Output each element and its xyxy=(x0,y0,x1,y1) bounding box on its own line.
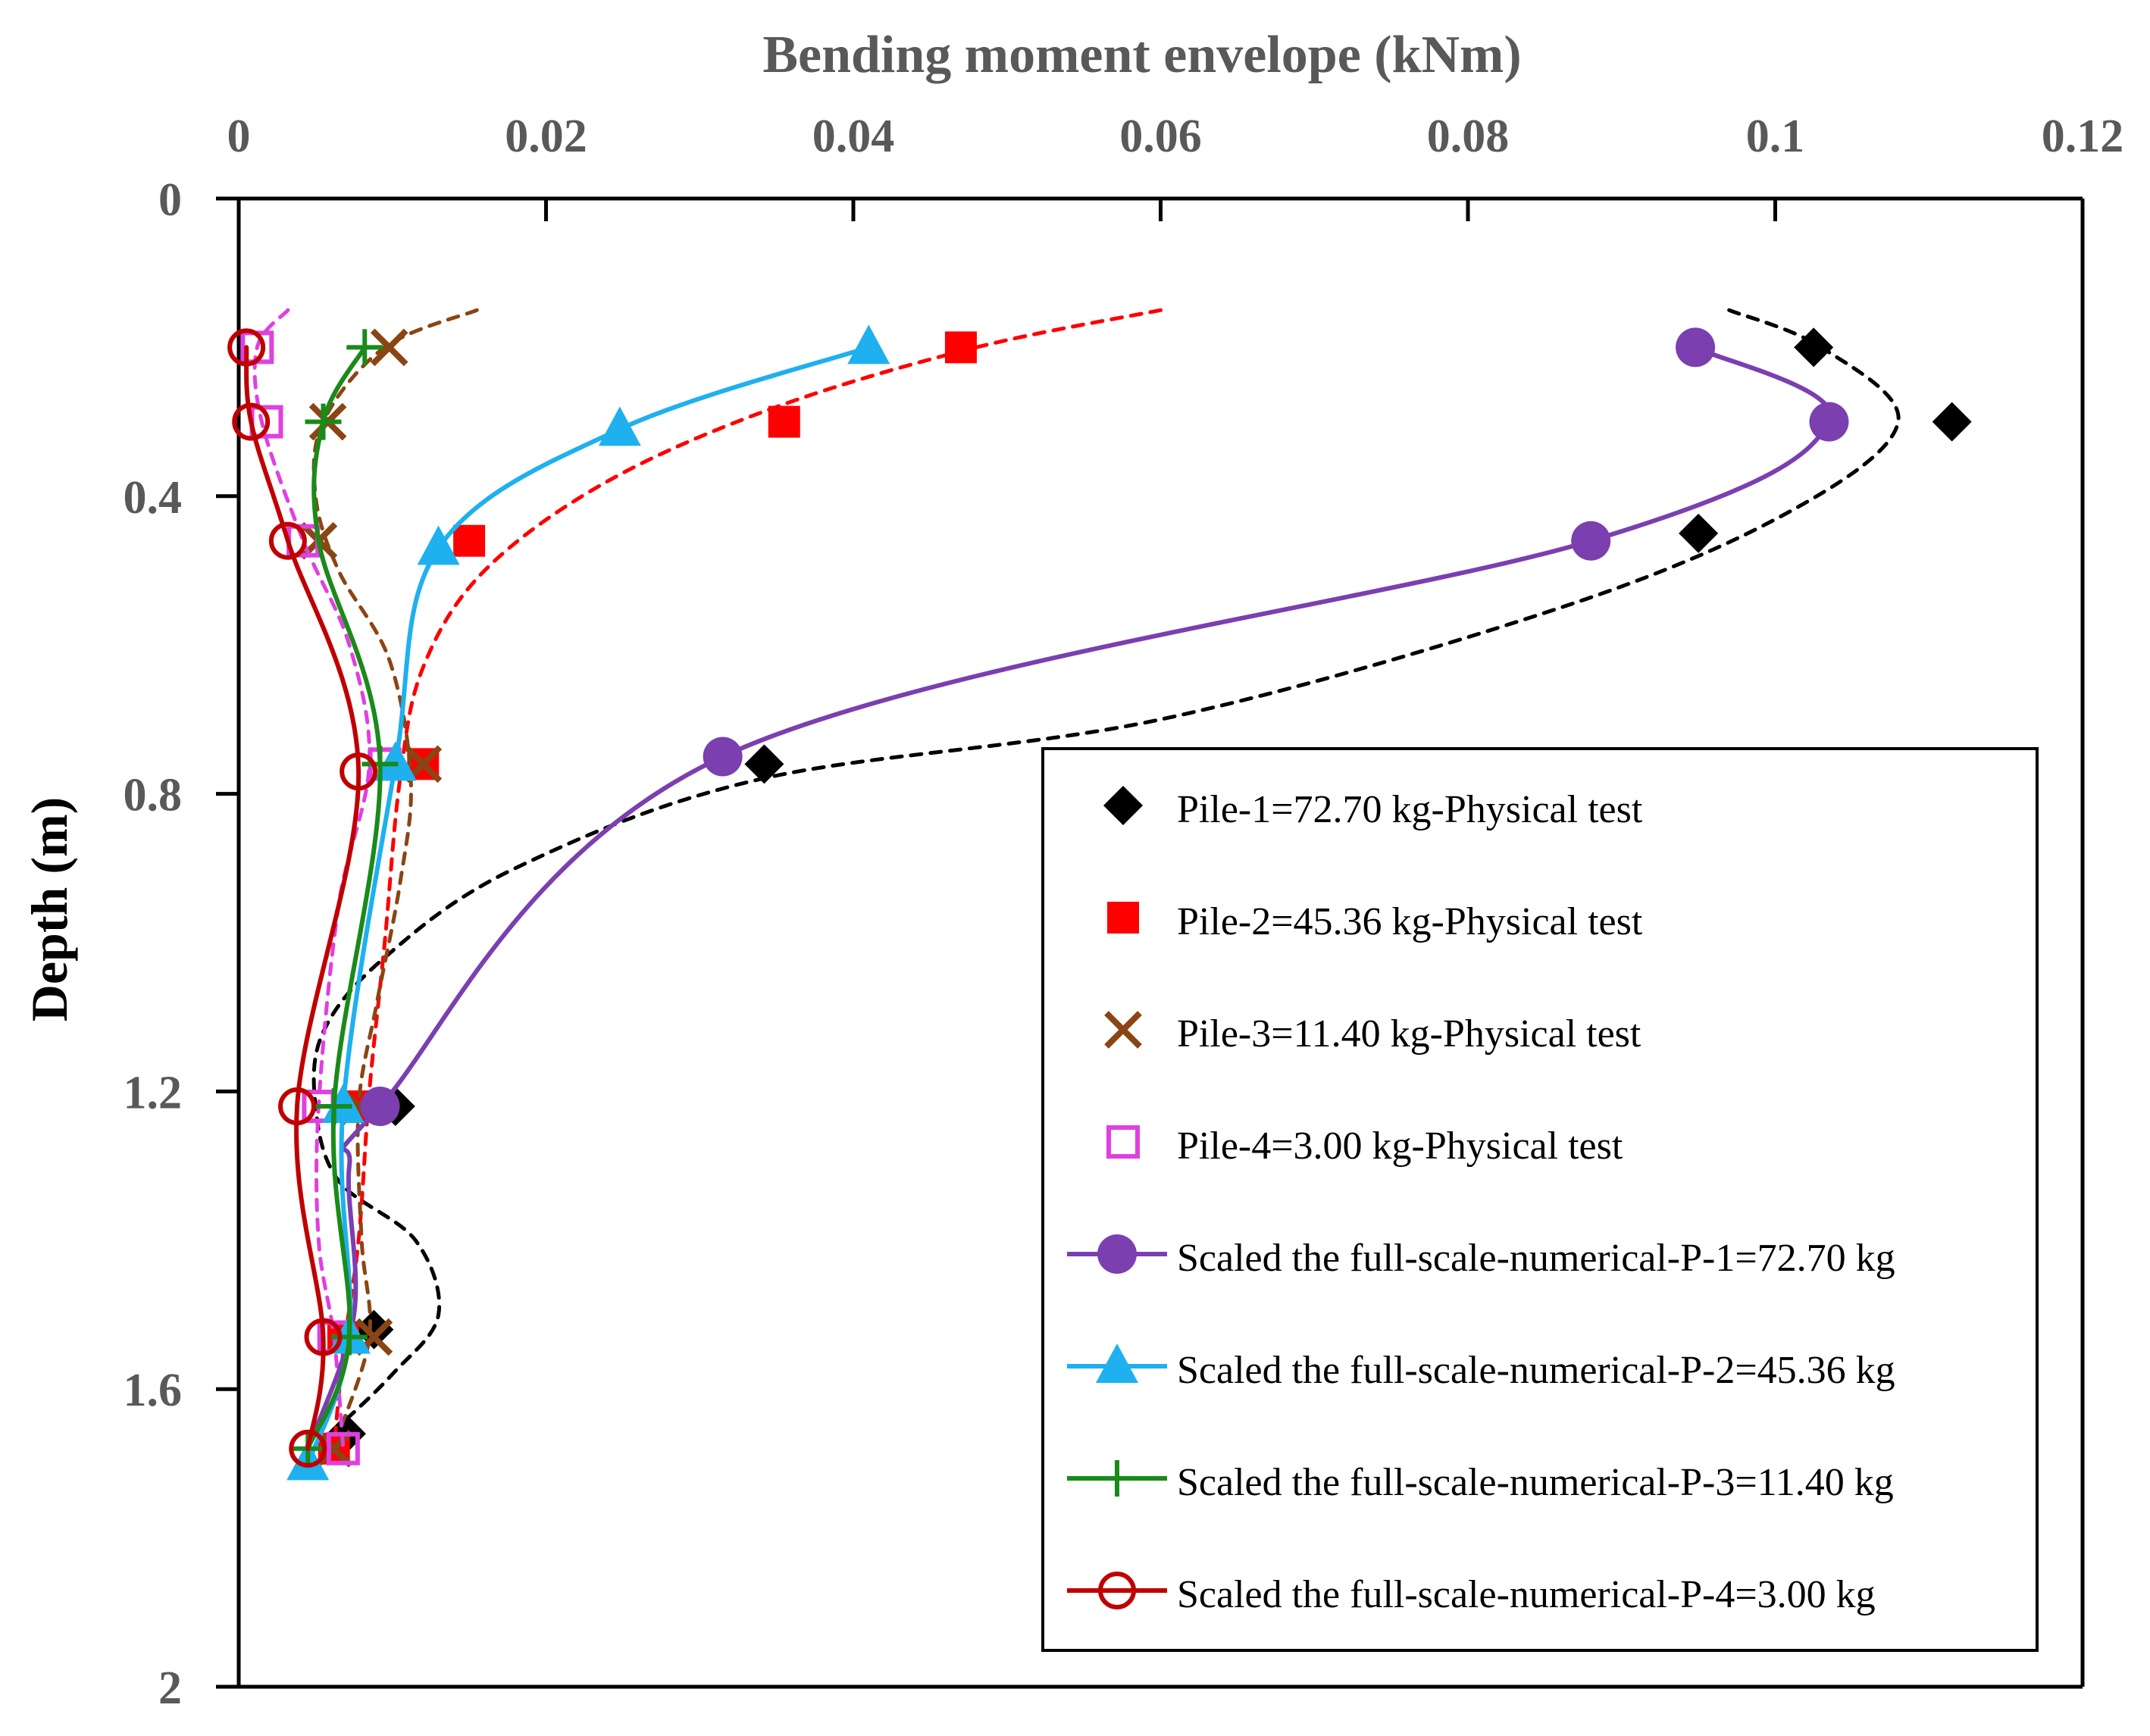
trendline xyxy=(311,308,1901,1436)
x-mark-stroke xyxy=(370,328,408,367)
legend-label: Scaled the full-scale-numerical-P-3=11.4… xyxy=(1177,1461,1894,1504)
y-tick-label: 0.8 xyxy=(124,770,183,821)
x-tick-label: 0.1 xyxy=(1746,111,1805,162)
y-axis-label: Depth (m) xyxy=(20,797,78,1022)
legend-label: Scaled the full-scale-numerical-P-4=3.00… xyxy=(1177,1573,1876,1616)
data-point xyxy=(417,525,460,565)
y-tick-label: 2 xyxy=(158,1662,182,1714)
data-point xyxy=(1794,327,1834,368)
data-point xyxy=(305,403,342,440)
series-pile1 xyxy=(311,308,1972,1454)
data-point xyxy=(744,744,784,784)
data-point xyxy=(278,1087,317,1126)
data-point xyxy=(847,324,890,364)
plot-area: 0 0.02 0.04 0.06 0.08 0.1 0.12 0 0.4 0.8 1.2 1.6 2 xyxy=(124,111,2124,1714)
chart-title: Bending moment envelope (kNm) xyxy=(762,26,1521,84)
series-num3 xyxy=(289,329,399,1467)
y-tick-label: 0 xyxy=(158,174,182,226)
legend-marker xyxy=(1106,1125,1140,1159)
data-point xyxy=(340,752,378,791)
legend-marker xyxy=(1107,902,1139,934)
data-point xyxy=(304,1318,343,1356)
legend-item-pile2: Pile-2=45.36 kg-Physical test xyxy=(1107,900,1643,943)
series-num1 xyxy=(305,327,1849,1451)
data-point xyxy=(360,1087,400,1127)
x-tick-label: 0.04 xyxy=(812,111,895,162)
legend-label: Scaled the full-scale-numerical-P-1=72.7… xyxy=(1177,1237,1895,1280)
data-point xyxy=(346,329,383,366)
legend-item-num2: Scaled the full-scale-numerical-P-2=45.3… xyxy=(1067,1343,1895,1392)
data-point xyxy=(598,406,641,446)
data-point xyxy=(703,737,743,777)
y-tick-label: 1.2 xyxy=(124,1067,183,1118)
x-tick-label: 0.08 xyxy=(1427,111,1510,162)
data-point xyxy=(289,1429,327,1468)
legend-label: Pile-2=45.36 kg-Physical test xyxy=(1177,900,1643,943)
legend-item-num3: Scaled the full-scale-numerical-P-3=11.4… xyxy=(1067,1460,1894,1504)
legend-marker xyxy=(1096,1343,1138,1383)
data-point xyxy=(768,405,800,438)
data-point xyxy=(315,1088,352,1125)
data-point xyxy=(1809,402,1849,442)
legend-marker xyxy=(1097,1234,1137,1274)
legend: Pile-1=72.70 kg-Physical test Pile-2=45.3… xyxy=(1041,747,2039,1652)
data-point xyxy=(1571,521,1611,561)
data-point xyxy=(330,1318,368,1356)
data-point xyxy=(374,741,417,781)
x-mark-stroke xyxy=(1104,1011,1142,1049)
data-point xyxy=(1932,402,1972,442)
legend-item-pile1: Pile-1=72.70 kg-Physical test xyxy=(1103,786,1643,831)
x-tick-label: 0.12 xyxy=(2042,111,2124,162)
legend-marker xyxy=(1099,1460,1135,1497)
legend-marker xyxy=(1098,1572,1136,1609)
legend-label: Scaled the full-scale-numerical-P-2=45.3… xyxy=(1177,1349,1895,1392)
legend-item-pile4: Pile-4=3.00 kg-Physical test xyxy=(1106,1124,1623,1168)
legend-label: Pile-3=11.40 kg-Physical test xyxy=(1177,1012,1641,1056)
data-point xyxy=(232,402,271,441)
x-tick-label: 0 xyxy=(227,111,251,162)
data-point xyxy=(1679,513,1719,553)
data-point xyxy=(1676,327,1716,368)
legend-label: Pile-4=3.00 kg-Physical test xyxy=(1177,1124,1623,1168)
data-point xyxy=(453,524,486,557)
data-point xyxy=(370,328,408,367)
legend-item-pile3: Pile-3=11.40 kg-Physical test xyxy=(1104,1011,1641,1056)
legend-marker xyxy=(1104,1011,1142,1049)
y-tick-label: 1.6 xyxy=(124,1365,183,1416)
data-point xyxy=(268,521,307,560)
legend-item-num1: Scaled the full-scale-numerical-P-1=72.7… xyxy=(1067,1234,1895,1280)
data-point xyxy=(326,1431,360,1465)
trendline xyxy=(332,308,1163,1451)
trendline xyxy=(252,308,372,1451)
x-tick-label: 0.02 xyxy=(505,111,587,162)
data-point xyxy=(361,746,399,783)
series-num4 xyxy=(227,328,378,1468)
legend-label: Pile-1=72.70 kg-Physical test xyxy=(1177,788,1643,831)
data-point xyxy=(227,328,266,367)
x-tick-label: 0.06 xyxy=(1119,111,1202,162)
legend-box xyxy=(1041,747,2039,1652)
y-tick-label: 0.4 xyxy=(124,472,183,524)
legend-item-num4: Scaled the full-scale-numerical-P-4=3.00… xyxy=(1067,1572,1876,1616)
data-point xyxy=(944,331,977,364)
data-point xyxy=(354,1309,394,1350)
legend-marker xyxy=(1103,786,1143,825)
